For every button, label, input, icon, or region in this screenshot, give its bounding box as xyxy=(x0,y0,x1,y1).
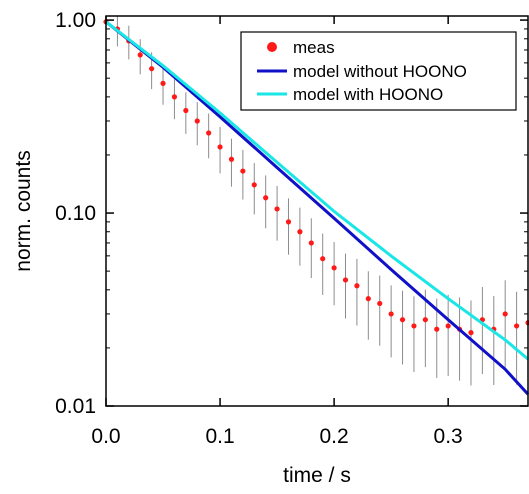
meas-point xyxy=(320,256,326,262)
meas-point xyxy=(388,311,394,317)
meas-point xyxy=(251,182,257,188)
meas-point xyxy=(240,168,246,174)
meas-point xyxy=(274,206,280,212)
y-tick-label: 1.00 xyxy=(55,9,96,32)
x-tick-label: 0.3 xyxy=(434,425,463,448)
meas-point xyxy=(308,240,314,246)
meas-point xyxy=(194,118,200,124)
tick-labels: 0.0 0.1 0.2 0.3 0.01 0.10 1.00 xyxy=(55,9,463,448)
meas-point xyxy=(137,52,143,58)
model-lines xyxy=(105,20,529,396)
meas-point xyxy=(445,323,451,329)
x-axis-label: time / s xyxy=(283,464,351,487)
meas-point xyxy=(263,195,269,201)
y-axis-label: norm. counts xyxy=(12,150,35,271)
meas-point xyxy=(217,144,223,150)
meas-point xyxy=(411,323,417,329)
meas-point xyxy=(342,277,349,283)
meas-point xyxy=(502,311,508,317)
meas-point xyxy=(160,80,166,86)
axis-ticks xyxy=(105,16,528,407)
meas-point xyxy=(434,326,440,332)
plot-frame xyxy=(105,15,529,407)
meas-point xyxy=(365,296,371,302)
meas-point xyxy=(399,317,406,323)
meas-point xyxy=(297,229,303,235)
meas-point xyxy=(468,330,474,336)
meas-point xyxy=(183,107,189,114)
model-line-2 xyxy=(105,20,529,361)
meas-point xyxy=(422,317,428,323)
meas-point xyxy=(149,66,155,72)
meas-point xyxy=(171,94,178,100)
model-line-1 xyxy=(105,20,529,396)
x-tick-label: 0.0 xyxy=(91,425,120,448)
y-tick-label: 0.10 xyxy=(55,202,96,225)
meas-point xyxy=(331,265,337,271)
meas-point xyxy=(285,219,292,225)
x-tick-label: 0.1 xyxy=(205,425,234,448)
legend: meas model without HOONO model with HOON… xyxy=(240,31,517,111)
meas-point xyxy=(377,300,383,307)
meas-point xyxy=(354,283,360,289)
legend-marker-meas xyxy=(267,42,277,52)
meas-point xyxy=(206,130,212,136)
x-tick-label: 0.2 xyxy=(320,425,349,448)
legend-label-meas: meas xyxy=(293,38,335,57)
meas-point xyxy=(228,156,235,162)
legend-label-with: model with HOONO xyxy=(293,85,443,104)
meas-point xyxy=(513,323,520,329)
y-tick-label: 0.01 xyxy=(55,395,96,418)
legend-label-without: model without HOONO xyxy=(293,62,467,81)
